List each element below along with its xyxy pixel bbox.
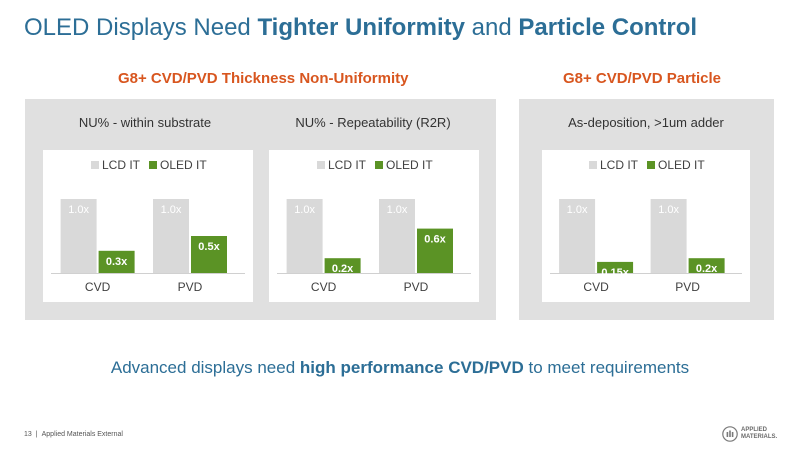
legend-label-oled: OLED IT <box>658 158 705 172</box>
bottom-message: Advanced displays need high performance … <box>0 358 800 378</box>
legend-label-oled: OLED IT <box>386 158 433 172</box>
bar-oled-pvd <box>191 236 227 273</box>
legend: LCD IT OLED IT <box>317 158 433 172</box>
applied-materials-logo: APPLIED MATERIALS. <box>722 426 777 442</box>
chart-title-repeatability: NU% - Repeatability (R2R) <box>295 115 451 130</box>
chart-title-particle-adder: As-deposition, >1um adder <box>568 115 724 130</box>
category-label-cvd: CVD <box>583 280 609 294</box>
data-label-oled-cvd: 0.15x <box>601 267 629 279</box>
bar-lcd-pvd <box>379 199 415 273</box>
chart-within-substrate: LCD IT OLED IT 1.0x 0.3x CVD 1.0x 0.5x PVD <box>43 150 253 302</box>
data-label-lcd-pvd: 1.0x <box>161 204 182 216</box>
bottom-part-1: Advanced displays need <box>110 358 300 377</box>
footer: 13 | Applied Materials External <box>24 431 123 438</box>
slide-title: OLED Displays Need Tighter Uniformity an… <box>24 14 697 42</box>
bar-lcd-pvd <box>650 199 687 273</box>
legend-swatch-lcd <box>317 161 325 169</box>
bar-oled-pvd <box>688 258 725 273</box>
legend-swatch-oled <box>647 161 655 169</box>
footer-classification: Applied Materials External <box>41 431 123 438</box>
chart-title-within-substrate: NU% - within substrate <box>78 115 212 130</box>
category-label-pvd: PVD <box>404 280 429 294</box>
data-label-lcd-cvd: 1.0x <box>68 204 89 216</box>
page-number: 13 <box>24 431 32 438</box>
title-part-1: OLED Displays Need <box>24 14 258 41</box>
data-label-lcd-pvd: 1.0x <box>658 204 679 216</box>
title-part-2: Tighter Uniformity <box>257 14 465 41</box>
data-label-lcd-pvd: 1.0x <box>387 204 408 216</box>
legend: LCD IT OLED IT <box>589 158 705 172</box>
title-part-3: and <box>465 14 519 41</box>
chart-repeatability: LCD IT OLED IT 1.0x 0.2x CVD 1.0x 0.6x PVD <box>269 150 479 302</box>
category-label-pvd: PVD <box>675 280 700 294</box>
bar-oled-cvd <box>98 250 135 273</box>
legend-label-lcd: LCD IT <box>102 158 141 172</box>
data-label-lcd-cvd: 1.0x <box>567 204 588 216</box>
legend-swatch-lcd <box>91 161 99 169</box>
data-label-lcd-cvd: 1.0x <box>294 204 315 216</box>
data-label-oled-cvd: 0.2x <box>332 263 354 275</box>
logo-line-2: MATERIALS. <box>741 434 778 440</box>
legend-label-lcd: LCD IT <box>600 158 639 172</box>
section-heading-thickness: G8+ CVD/PVD Thickness Non-Uniformity <box>118 70 409 87</box>
logo-mark-icon <box>722 426 738 442</box>
bar-lcd-cvd <box>60 199 97 273</box>
legend: LCD IT OLED IT <box>91 158 207 172</box>
bar-lcd-pvd <box>153 199 189 273</box>
bar-lcd-cvd <box>559 199 596 273</box>
title-part-4: Particle Control <box>518 14 698 41</box>
chart-particle-adder: LCD IT OLED IT 1.0x 0.15x CVD 1.0x 0.2x PVD <box>542 150 750 302</box>
bottom-part-2: high performance CVD/PVD <box>299 358 524 377</box>
category-label-cvd: CVD <box>85 280 111 294</box>
category-label-cvd: CVD <box>311 280 337 294</box>
legend-label-oled: OLED IT <box>160 158 207 172</box>
bottom-part-3: to meet requirements <box>523 358 690 377</box>
section-heading-particle: G8+ CVD/PVD Particle <box>563 70 721 87</box>
bar-oled-cvd <box>597 261 634 273</box>
legend-swatch-lcd <box>589 161 597 169</box>
bar-lcd-cvd <box>286 199 323 273</box>
data-label-oled-cvd: 0.3x <box>106 256 128 268</box>
bar-oled-cvd <box>324 258 361 273</box>
data-label-oled-pvd: 0.2x <box>696 263 718 275</box>
bar-oled-pvd <box>417 228 453 273</box>
data-label-oled-pvd: 0.6x <box>424 234 446 246</box>
legend-label-lcd: LCD IT <box>328 158 367 172</box>
footer-separator: | <box>35 431 38 438</box>
data-label-oled-pvd: 0.5x <box>198 241 220 253</box>
category-label-pvd: PVD <box>178 280 203 294</box>
logo-line-1: APPLIED <box>741 427 768 433</box>
legend-swatch-oled <box>375 161 383 169</box>
legend-swatch-oled <box>149 161 157 169</box>
logo-wordmark: APPLIED MATERIALS. <box>741 427 777 441</box>
